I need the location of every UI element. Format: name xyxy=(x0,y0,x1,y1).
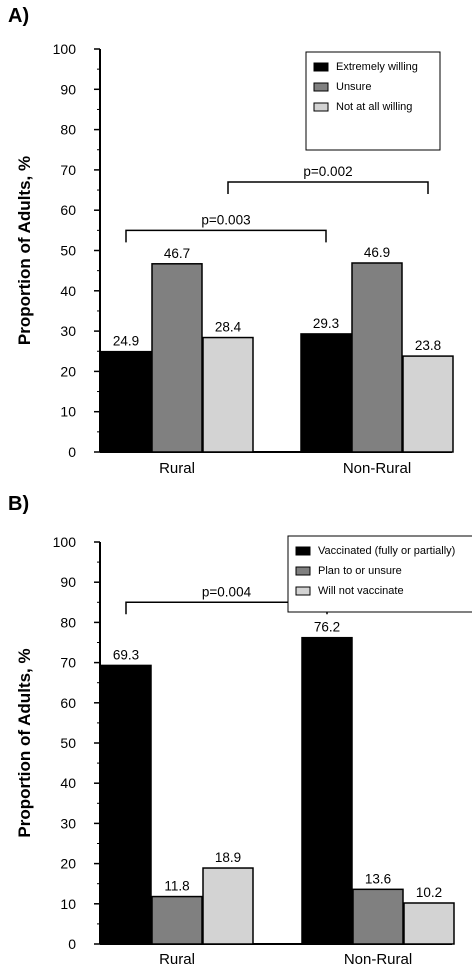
legend-entry: Will not vaccinate xyxy=(318,585,404,597)
legend-entry: Unsure xyxy=(336,81,371,93)
y-tick-label: 40 xyxy=(60,283,76,299)
bar-non-rural-3 xyxy=(403,902,455,945)
bar-value-label: 13.6 xyxy=(365,871,391,886)
x-category-label: Non-Rural xyxy=(343,460,411,477)
y-tick-label: 100 xyxy=(53,41,77,57)
x-category-label: Non-Rural xyxy=(344,951,412,968)
legend-entry: Vaccinated (fully or partially) xyxy=(318,545,455,557)
y-tick-label: 80 xyxy=(60,122,76,138)
y-axis-label: Proportion of Adults, % xyxy=(15,648,34,837)
y-tick-label: 90 xyxy=(60,574,76,590)
bar-value-label: 24.9 xyxy=(113,334,139,349)
legend-entry: Extremely willing xyxy=(336,61,418,73)
y-tick-label: 30 xyxy=(60,323,76,339)
bar-non-rural-1 xyxy=(300,333,352,453)
bar-rural-1 xyxy=(100,350,152,453)
y-tick-label: 0 xyxy=(68,936,76,952)
y-tick-label: 50 xyxy=(60,243,76,259)
significance-bracket xyxy=(227,181,429,194)
bar-non-rural-1 xyxy=(301,636,353,945)
y-tick-label: 60 xyxy=(60,695,76,711)
bar-value-label: 69.3 xyxy=(113,647,139,662)
legend-swatch xyxy=(295,586,311,596)
bar-non-rural-3 xyxy=(402,355,454,453)
bar-rural-3 xyxy=(202,867,254,945)
y-tick-label: 60 xyxy=(60,202,76,218)
p-value-label: p=0.004 xyxy=(202,584,252,599)
y-tick-label: 20 xyxy=(60,363,76,379)
bar-value-label: 46.9 xyxy=(364,245,390,260)
legend-swatch xyxy=(313,102,329,112)
y-tick-label: 50 xyxy=(60,735,76,751)
bar-non-rural-2 xyxy=(352,888,404,945)
bar-rural-3 xyxy=(202,336,254,453)
panel-label: A) xyxy=(8,5,29,27)
bar-value-label: 11.8 xyxy=(164,879,189,894)
y-tick-label: 100 xyxy=(53,534,77,550)
bar-value-label: 46.7 xyxy=(164,246,190,261)
y-tick-label: 70 xyxy=(60,655,76,671)
bar-value-label: 29.3 xyxy=(313,316,339,331)
significance-bracket xyxy=(125,229,327,243)
bar-value-label: 28.4 xyxy=(215,320,242,335)
y-tick-label: 70 xyxy=(60,162,76,178)
legend-swatch xyxy=(313,82,329,92)
x-category-label: Rural xyxy=(159,951,195,968)
bar-value-label: 23.8 xyxy=(415,338,441,353)
legend-box xyxy=(287,535,472,613)
legend-entry: Not at all willing xyxy=(336,101,412,113)
panel-label: B) xyxy=(8,493,29,515)
x-category-label: Rural xyxy=(159,460,195,477)
bar-value-label: 10.2 xyxy=(416,885,442,900)
legend-entry: Plan to or unsure xyxy=(318,565,402,577)
y-tick-label: 30 xyxy=(60,815,76,831)
legend-swatch xyxy=(295,566,311,576)
y-tick-label: 20 xyxy=(60,856,76,872)
bar-rural-1 xyxy=(100,664,152,945)
bar-value-label: 76.2 xyxy=(314,620,340,635)
y-tick-label: 80 xyxy=(60,614,76,630)
bar-value-label: 18.9 xyxy=(215,850,241,865)
legend-swatch xyxy=(313,62,329,72)
y-tick-label: 10 xyxy=(60,404,76,420)
legend-swatch xyxy=(295,546,311,556)
y-tick-label: 40 xyxy=(60,775,76,791)
bar-rural-2 xyxy=(151,263,203,453)
p-value-label: p=0.002 xyxy=(303,164,352,179)
y-tick-label: 10 xyxy=(60,896,76,912)
bar-rural-2 xyxy=(151,895,203,945)
y-tick-label: 0 xyxy=(68,444,76,460)
y-tick-label: 90 xyxy=(60,81,76,97)
p-value-label: p=0.003 xyxy=(201,212,250,227)
bar-non-rural-2 xyxy=(351,262,403,453)
y-axis-label: Proportion of Adults, % xyxy=(15,156,34,345)
